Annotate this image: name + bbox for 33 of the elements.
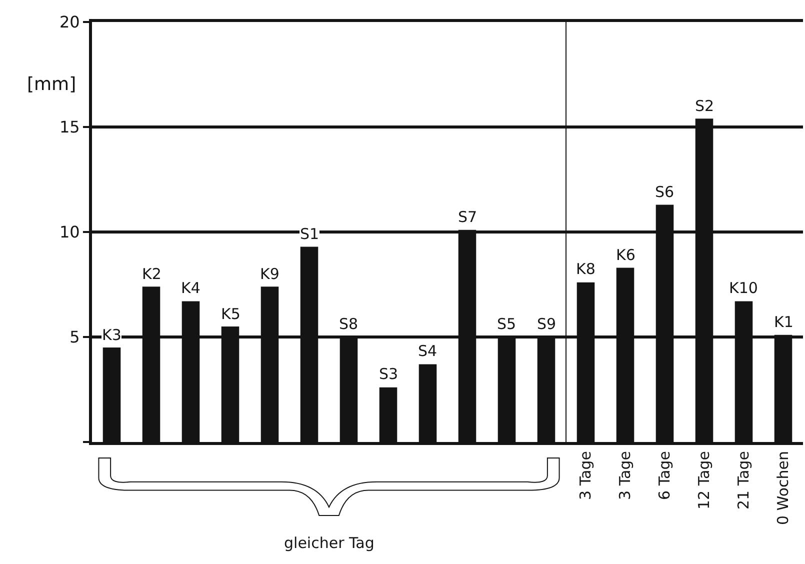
x-tick-label: 6 Tage xyxy=(656,451,674,500)
data-label: S1 xyxy=(300,225,320,243)
data-label: S5 xyxy=(497,315,516,333)
bar xyxy=(379,387,398,442)
data-label: K4 xyxy=(181,279,200,297)
data-label: K9 xyxy=(260,265,280,283)
data-label: S3 xyxy=(379,365,398,383)
data-label: S8 xyxy=(339,315,358,333)
x-tick-label: 3 Tage xyxy=(616,451,634,500)
data-label: S6 xyxy=(655,183,674,201)
data-label: K6 xyxy=(616,246,636,264)
x-tick-label: 21 Tage xyxy=(734,451,753,510)
data-label: K1 xyxy=(774,313,794,331)
x-tick-label: 3 Tage xyxy=(576,451,595,500)
data-label: S2 xyxy=(695,97,714,115)
data-label: K8 xyxy=(576,260,596,278)
y-tick-label: 5 xyxy=(70,328,80,347)
data-label: S7 xyxy=(458,208,478,226)
data-label: K10 xyxy=(729,279,758,297)
data-label: K2 xyxy=(142,265,162,283)
data-label: S4 xyxy=(418,342,438,360)
bar xyxy=(102,348,121,442)
y-tick-label: 10 xyxy=(59,222,80,242)
text: gleicher Tag xyxy=(284,534,374,552)
x-tick-label: 12 Tage xyxy=(695,451,714,510)
x-tick-label: 0 Wochen xyxy=(774,451,792,525)
bar xyxy=(418,364,437,442)
y-axis-title: [mm] xyxy=(27,74,76,95)
data-label: S9 xyxy=(537,315,556,333)
data-label: K5 xyxy=(221,305,240,323)
y-tick-label: 15 xyxy=(59,118,80,137)
y-tick-label: 20 xyxy=(59,12,80,32)
data-label: K3 xyxy=(102,326,122,344)
